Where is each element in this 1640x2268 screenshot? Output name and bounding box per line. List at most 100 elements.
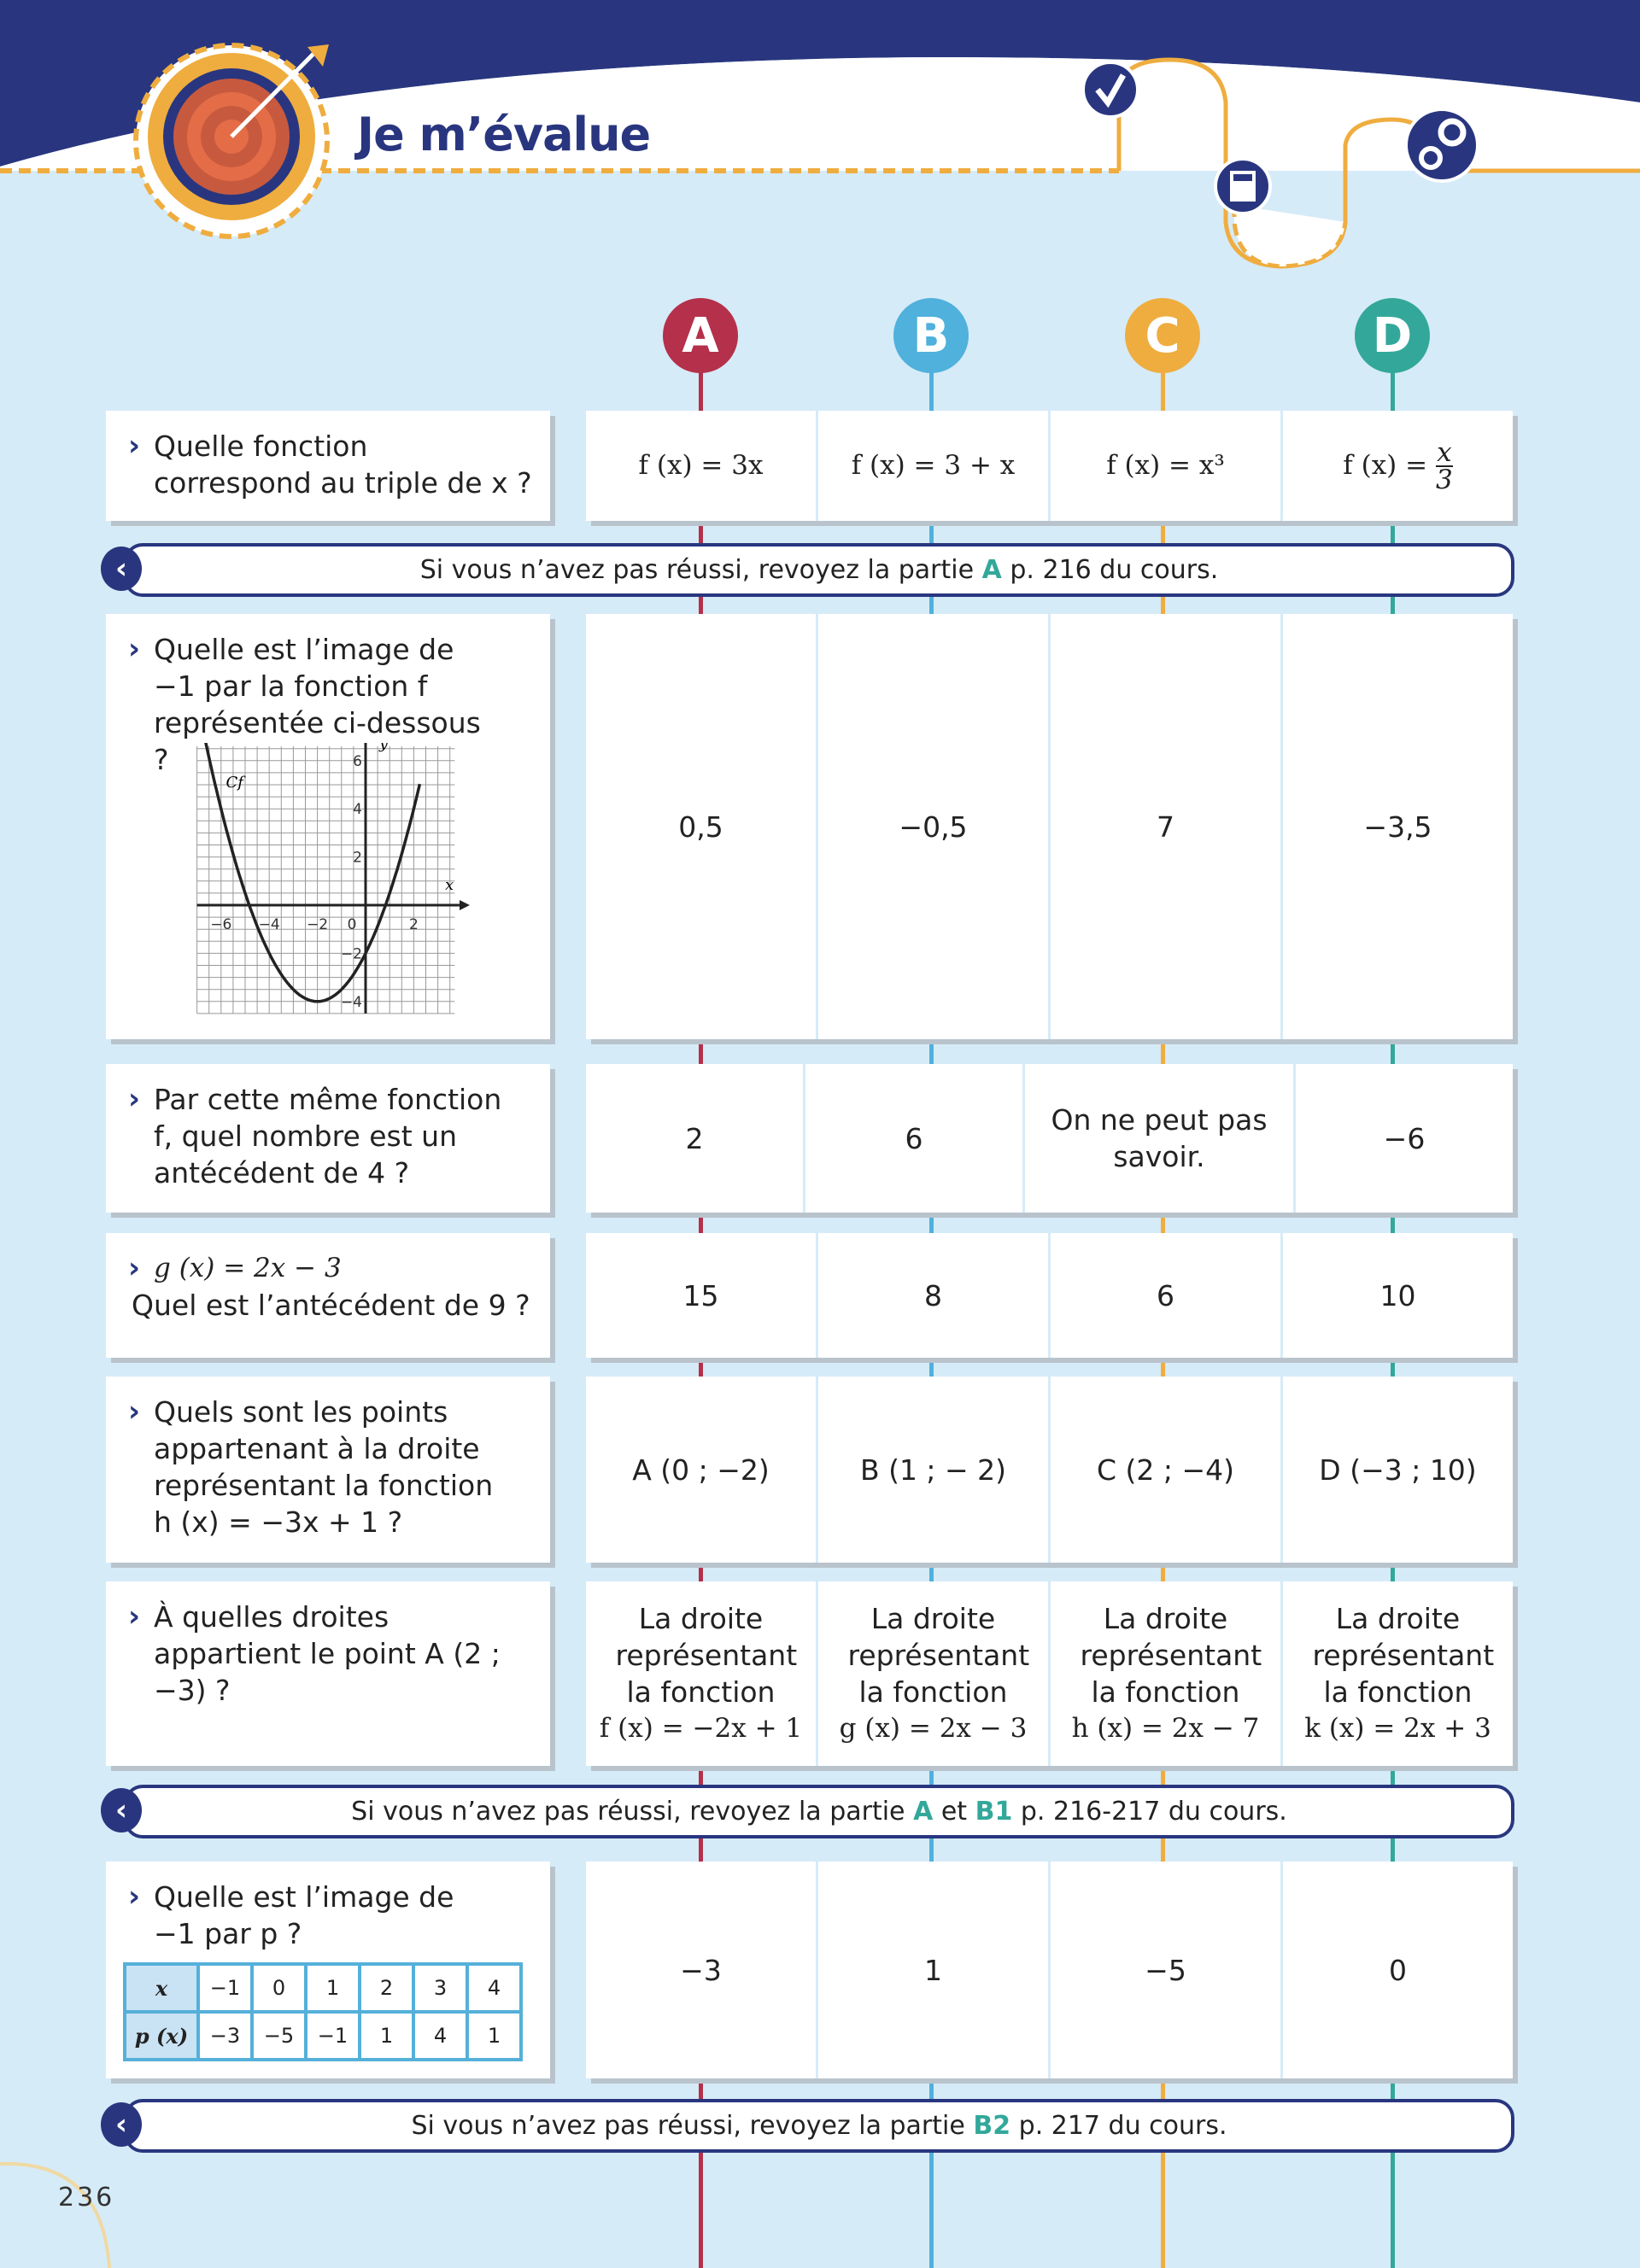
answer-d[interactable]: −6 — [1293, 1064, 1513, 1213]
page-corner-decoration — [0, 2161, 111, 2268]
answer-b[interactable]: La droite représentant la fonction g (x) … — [816, 1581, 1048, 1766]
answer-d[interactable]: 10 — [1280, 1233, 1513, 1358]
y-tick-label: 6 — [353, 753, 362, 770]
question-5: › Quels sont les points appartenant à la … — [106, 1377, 550, 1563]
answer-b[interactable]: 6 — [803, 1064, 1022, 1213]
table-header: p (x) — [123, 2010, 200, 2061]
curve — [204, 743, 422, 1003]
table-cell: 2 — [358, 1962, 415, 2014]
table-cell: 0 — [250, 1962, 308, 2014]
answers-row-2: 0,5 −0,5 7 −3,5 — [586, 614, 1513, 1039]
banner-text: p. 217 du cours. — [1010, 2111, 1227, 2141]
answer-d-prefix: f (x) = — [1343, 450, 1436, 481]
table-cell: −1 — [196, 1962, 254, 2014]
question-6: › À quelles droites appartient le point A… — [106, 1581, 550, 1766]
answer-b[interactable]: 8 — [816, 1233, 1048, 1358]
answer-d[interactable]: −3,5 — [1280, 614, 1513, 1039]
answer-label: La droite représentant la fonction — [1312, 1602, 1495, 1709]
question-4: › g (x) = 2x − 3 Quel est l’antécédent de … — [106, 1233, 550, 1358]
banner-text: Si vous n’avez pas réussi, revoyez la pa… — [351, 1797, 914, 1827]
curve-label: Cf — [226, 774, 246, 792]
answer-formula: k (x) = 2x + 3 — [1304, 1713, 1491, 1744]
header-banner — [0, 0, 1640, 290]
numerator: x — [1435, 436, 1453, 468]
banner-part-link: B1 — [975, 1797, 1013, 1827]
banner-text: et — [933, 1797, 975, 1827]
answer-a[interactable]: f (x) = 3x — [586, 411, 816, 521]
gears-icon — [1404, 108, 1479, 183]
answer-d[interactable]: La droite représentant la fonction k (x) … — [1280, 1581, 1513, 1766]
banner-part-link: B2 — [973, 2111, 1011, 2141]
option-c-badge: C — [1125, 298, 1200, 373]
option-b-badge: B — [893, 298, 969, 373]
function-graph: −6 −4 −2 0 2 6 4 2 −2 −4 x y Cf — [196, 743, 470, 1014]
table-cell: 1 — [466, 2010, 523, 2061]
question-formula: g (x) = 2x − 3 — [154, 1253, 342, 1283]
answer-b[interactable]: B (1 ; − 2) — [816, 1377, 1048, 1563]
banner-part-link: A — [913, 1797, 934, 1827]
question-2: › Quelle est l’image de −1 par la fonctio… — [106, 614, 550, 1039]
page-title: Je m’évalue — [357, 108, 651, 161]
answer-c[interactable]: La droite représentant la fonction h (x) … — [1048, 1581, 1280, 1766]
table-cell: 4 — [466, 1962, 523, 2014]
answer-a[interactable]: 2 — [586, 1064, 803, 1213]
answers-row-3: 2 6 On ne peut pas savoir. −6 — [586, 1064, 1513, 1213]
question-7: › Quelle est l’image de −1 par p ? x −1 0 1… — [106, 1862, 550, 2078]
answers-row-6: La droite représentant la fonction f (x) … — [586, 1581, 1513, 1766]
denominator: 3 — [1435, 464, 1453, 495]
answer-c[interactable]: −5 — [1048, 1862, 1280, 2078]
answer-formula: h (x) = 2x − 7 — [1071, 1713, 1260, 1744]
chevron-right-icon: › — [128, 1599, 141, 1634]
answers-row-5: A (0 ; −2) B (1 ; − 2) C (2 ; −4) D (−3 … — [586, 1377, 1513, 1563]
table-cell: −3 — [196, 2010, 254, 2061]
review-banner-2[interactable]: Si vous n’avez pas réussi, revoyez la pa… — [124, 1785, 1514, 1838]
answer-b[interactable]: −0,5 — [816, 614, 1048, 1039]
question-1: › Quelle fonction correspond au triple de… — [106, 411, 550, 521]
answer-c[interactable]: C (2 ; −4) — [1048, 1377, 1280, 1563]
question-text: Quelle fonction correspond au triple de … — [154, 430, 532, 500]
answers-row-7: −3 1 −5 0 — [586, 1862, 1513, 2078]
chevron-left-icon[interactable]: ‹ — [101, 547, 142, 591]
table-cell: 4 — [412, 2010, 469, 2061]
review-banner-3[interactable]: Si vous n’avez pas réussi, revoyez la pa… — [124, 2099, 1514, 2153]
answer-a[interactable]: −3 — [586, 1862, 816, 2078]
chevron-left-icon[interactable]: ‹ — [101, 2102, 142, 2147]
answer-a[interactable]: A (0 ; −2) — [586, 1377, 816, 1563]
answer-a[interactable]: 0,5 — [586, 614, 816, 1039]
y-tick-label: 2 — [353, 850, 362, 867]
answer-c[interactable]: f (x) = x³ — [1048, 411, 1280, 521]
answer-a[interactable]: La droite représentant la fonction f (x) … — [586, 1581, 816, 1766]
values-table: x −1 0 1 2 3 4 p (x) −3 −5 −1 1 4 1 — [123, 1962, 523, 2061]
chevron-right-icon: › — [128, 1082, 141, 1116]
answer-c[interactable]: On ne peut pas savoir. — [1022, 1064, 1293, 1213]
question-text: Par cette même fonction f, quel nombre e… — [154, 1083, 502, 1190]
question-text: Quelle est l’image de −1 par p ? — [154, 1880, 454, 1950]
answer-d[interactable]: D (−3 ; 10) — [1280, 1377, 1513, 1563]
chevron-right-icon: › — [128, 429, 141, 463]
answers-row-1: f (x) = 3x f (x) = 3 + x f (x) = x³ f (x… — [586, 411, 1513, 521]
chevron-right-icon: › — [128, 632, 141, 666]
option-d-badge: D — [1355, 298, 1430, 373]
question-text: Quelle est l’image de −1 par la fonction… — [154, 633, 481, 776]
table-cell: 3 — [412, 1962, 469, 2014]
x-arrow — [459, 900, 470, 910]
x-tick-label: −6 — [210, 916, 231, 933]
chevron-left-icon[interactable]: ‹ — [101, 1788, 142, 1833]
review-banner-1[interactable]: Si vous n’avez pas réussi, revoyez la pa… — [124, 543, 1514, 597]
answer-c[interactable]: 7 — [1048, 614, 1280, 1039]
checkmark-icon — [1081, 61, 1139, 119]
answer-b[interactable]: f (x) = 3 + x — [816, 411, 1048, 521]
answer-c[interactable]: 6 — [1048, 1233, 1280, 1358]
table-cell: 1 — [358, 2010, 415, 2061]
x-axis-label: x — [445, 876, 454, 894]
answer-d[interactable]: 0 — [1280, 1862, 1513, 2078]
answer-label: La droite représentant la fonction — [615, 1602, 798, 1709]
banner-part-link: A — [981, 555, 1002, 585]
answer-label: La droite représentant la fonction — [847, 1602, 1030, 1709]
x-tick-label: 0 — [348, 916, 357, 933]
answer-b[interactable]: 1 — [816, 1862, 1048, 2078]
answer-a[interactable]: 15 — [586, 1233, 816, 1358]
question-3: › Par cette même fonction f, quel nombre … — [106, 1064, 550, 1213]
